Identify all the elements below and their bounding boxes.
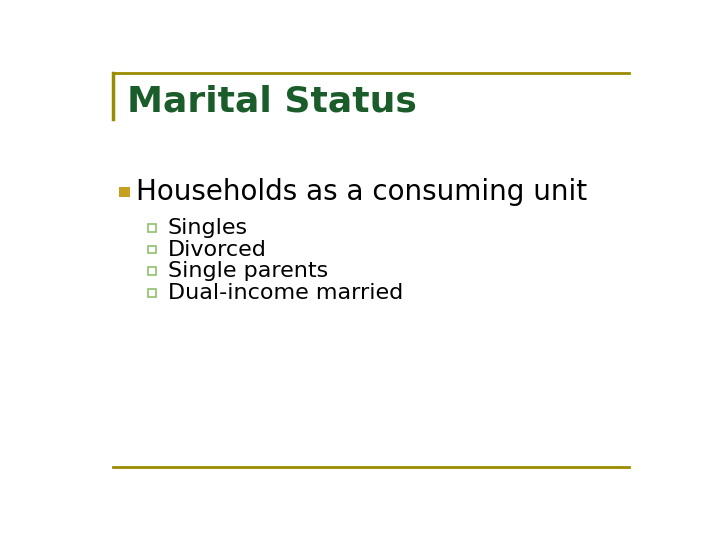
Text: Dual-income married: Dual-income married <box>168 283 402 303</box>
Text: Divorced: Divorced <box>168 240 266 260</box>
Bar <box>148 267 156 275</box>
Text: Single parents: Single parents <box>168 261 328 281</box>
Text: Marital Status: Marital Status <box>127 85 417 119</box>
Bar <box>120 187 130 197</box>
Bar <box>148 246 156 253</box>
Bar <box>148 224 156 232</box>
Text: Singles: Singles <box>168 218 248 238</box>
Bar <box>148 289 156 296</box>
Text: Households as a consuming unit: Households as a consuming unit <box>137 178 588 206</box>
